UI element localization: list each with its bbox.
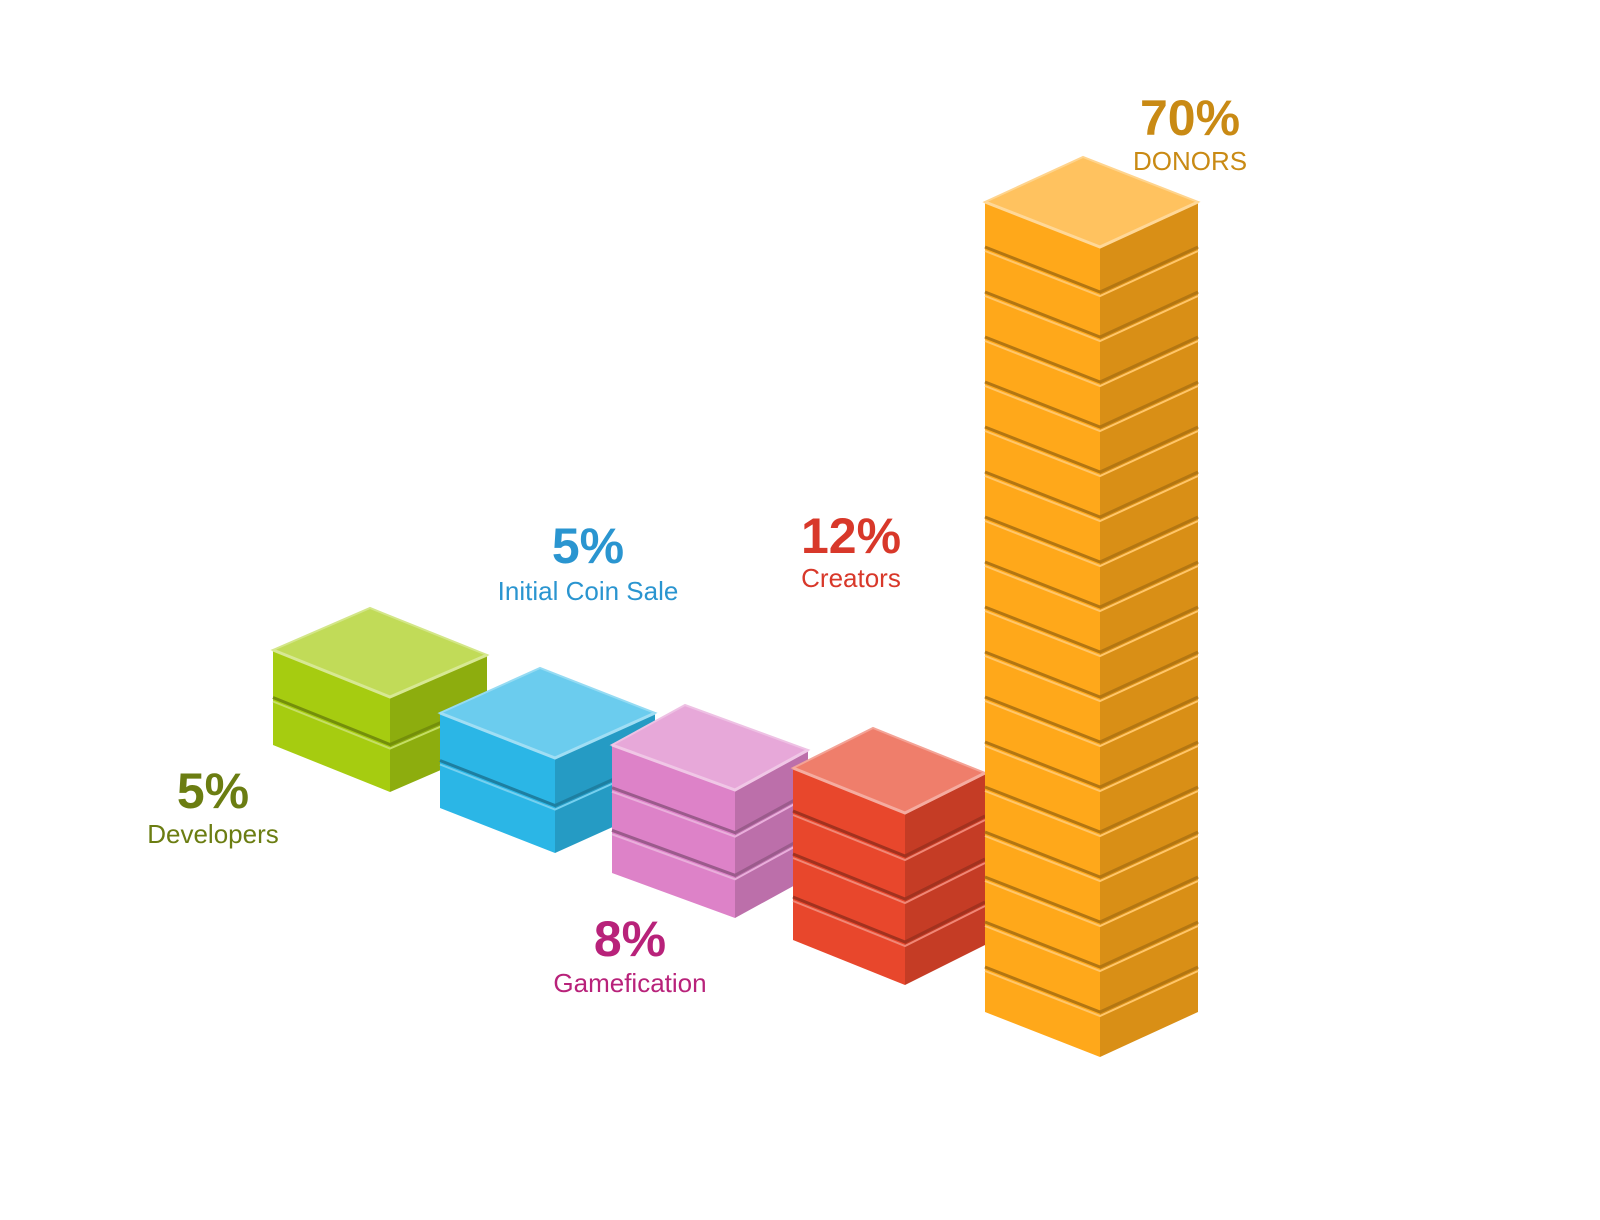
block-highlight: [984, 565, 1199, 613]
block-highlight: [984, 925, 1199, 973]
block-seam: [984, 740, 1199, 789]
block-highlight: [984, 430, 1199, 478]
block-seam: [792, 809, 986, 858]
block-seam: [984, 920, 1199, 969]
block-highlight: [611, 833, 809, 881]
block-seam: [984, 830, 1199, 879]
block-highlight: [984, 610, 1199, 658]
top-edge: [984, 200, 1199, 249]
block-seam: [984, 605, 1199, 654]
block-seam: [984, 785, 1199, 834]
column: [609, 703, 811, 918]
value-label: 8%: [594, 911, 666, 967]
category-label: DONORS: [1133, 146, 1247, 176]
value-label: 5%: [177, 763, 249, 819]
block-seam: [984, 335, 1199, 384]
value-label: 12%: [801, 508, 901, 564]
block-seam: [984, 695, 1199, 744]
block-seam: [984, 560, 1199, 609]
block-highlight: [984, 655, 1199, 703]
block-seam: [984, 425, 1199, 474]
block-seam: [611, 828, 809, 877]
block-seam: [984, 650, 1199, 699]
block-seam: [984, 290, 1199, 339]
block-highlight: [611, 790, 809, 838]
block-highlight: [984, 520, 1199, 568]
column: [790, 726, 988, 985]
block-highlight: [984, 970, 1199, 1018]
block-highlight: [984, 790, 1199, 838]
block-highlight: [984, 385, 1199, 433]
block-highlight: [792, 900, 986, 948]
block-seam: [984, 875, 1199, 924]
block-highlight: [984, 340, 1199, 388]
block-highlight: [984, 835, 1199, 883]
column-right-face: [735, 750, 808, 918]
column-left-face: [612, 745, 735, 918]
block-highlight: [984, 745, 1199, 793]
block-highlight: [792, 857, 986, 905]
column: [982, 155, 1201, 1057]
block-highlight: [984, 295, 1199, 343]
category-label: Developers: [147, 819, 279, 849]
block-seam: [984, 380, 1199, 429]
block-seam: [611, 786, 809, 835]
block-highlight: [792, 814, 986, 862]
block-seam: [792, 895, 986, 944]
top-edge: [439, 711, 656, 760]
block-highlight: [984, 700, 1199, 748]
category-label: Creators: [801, 563, 901, 593]
value-label: 70%: [1140, 90, 1240, 146]
block-highlight: [984, 880, 1199, 928]
block-seam: [984, 245, 1199, 294]
top-edge: [792, 766, 986, 815]
category-label: Gamefication: [553, 968, 706, 998]
top-edge: [272, 648, 488, 699]
block-highlight: [984, 475, 1199, 523]
value-label: 5%: [552, 518, 624, 574]
block-seam: [984, 965, 1199, 1014]
top-edge: [611, 743, 809, 792]
block-seam: [984, 515, 1199, 564]
block-seam: [984, 470, 1199, 519]
block-highlight: [984, 250, 1199, 298]
category-label: Initial Coin Sale: [498, 576, 679, 606]
block-seam: [792, 852, 986, 901]
